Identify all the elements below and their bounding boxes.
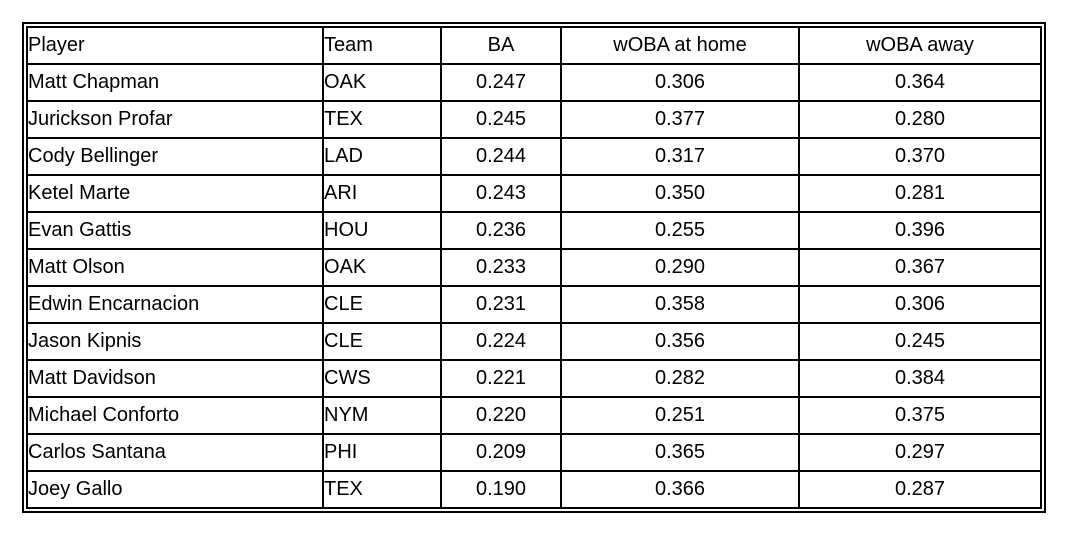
- column-header-woba-away: wOBA away: [800, 28, 1040, 65]
- cell-woba-home: 0.356: [562, 324, 800, 361]
- cell-team: OAK: [324, 65, 442, 102]
- cell-woba-away: 0.306: [800, 287, 1040, 324]
- table-row: Joey Gallo TEX 0.190 0.366 0.287: [28, 472, 1040, 507]
- cell-woba-home: 0.255: [562, 213, 800, 250]
- cell-player: Matt Chapman: [28, 65, 324, 102]
- cell-woba-away: 0.281: [800, 176, 1040, 213]
- cell-player: Edwin Encarnacion: [28, 287, 324, 324]
- cell-woba-home: 0.377: [562, 102, 800, 139]
- column-header-team: Team: [324, 28, 442, 65]
- cell-ba: 0.233: [442, 250, 562, 287]
- cell-team: PHI: [324, 435, 442, 472]
- cell-woba-away: 0.364: [800, 65, 1040, 102]
- cell-player: Jason Kipnis: [28, 324, 324, 361]
- cell-ba: 0.221: [442, 361, 562, 398]
- cell-woba-away: 0.280: [800, 102, 1040, 139]
- cell-ba: 0.209: [442, 435, 562, 472]
- cell-woba-home: 0.290: [562, 250, 800, 287]
- cell-player: Evan Gattis: [28, 213, 324, 250]
- cell-woba-away: 0.384: [800, 361, 1040, 398]
- column-header-player: Player: [28, 28, 324, 65]
- cell-team: LAD: [324, 139, 442, 176]
- table-body: Matt Chapman OAK 0.247 0.306 0.364 Jurickson …: [28, 65, 1040, 507]
- column-header-woba-home: wOBA at home: [562, 28, 800, 65]
- cell-woba-away: 0.297: [800, 435, 1040, 472]
- cell-team: CLE: [324, 324, 442, 361]
- table-row: Matt Chapman OAK 0.247 0.306 0.364: [28, 65, 1040, 102]
- stats-table: Player Team BA wOBA at home wOBA away Ma…: [22, 22, 1046, 513]
- cell-woba-away: 0.370: [800, 139, 1040, 176]
- cell-ba: 0.224: [442, 324, 562, 361]
- table-row: Jason Kipnis CLE 0.224 0.356 0.245: [28, 324, 1040, 361]
- table-row: Carlos Santana PHI 0.209 0.365 0.297: [28, 435, 1040, 472]
- cell-woba-away: 0.367: [800, 250, 1040, 287]
- cell-team: NYM: [324, 398, 442, 435]
- cell-ba: 0.190: [442, 472, 562, 507]
- cell-player: Matt Davidson: [28, 361, 324, 398]
- cell-team: TEX: [324, 102, 442, 139]
- table-row: Ketel Marte ARI 0.243 0.350 0.281: [28, 176, 1040, 213]
- cell-woba-home: 0.350: [562, 176, 800, 213]
- cell-woba-home: 0.365: [562, 435, 800, 472]
- table-row: Cody Bellinger LAD 0.244 0.317 0.370: [28, 139, 1040, 176]
- cell-player: Carlos Santana: [28, 435, 324, 472]
- column-header-ba: BA: [442, 28, 562, 65]
- table-row: Matt Olson OAK 0.233 0.290 0.367: [28, 250, 1040, 287]
- cell-woba-home: 0.282: [562, 361, 800, 398]
- cell-woba-home: 0.317: [562, 139, 800, 176]
- cell-woba-home: 0.366: [562, 472, 800, 507]
- cell-ba: 0.244: [442, 139, 562, 176]
- cell-team: CLE: [324, 287, 442, 324]
- header-row: Player Team BA wOBA at home wOBA away: [28, 28, 1040, 65]
- cell-team: TEX: [324, 472, 442, 507]
- cell-player: Michael Conforto: [28, 398, 324, 435]
- cell-ba: 0.245: [442, 102, 562, 139]
- table-row: Matt Davidson CWS 0.221 0.282 0.384: [28, 361, 1040, 398]
- cell-player: Matt Olson: [28, 250, 324, 287]
- cell-woba-home: 0.306: [562, 65, 800, 102]
- cell-woba-away: 0.375: [800, 398, 1040, 435]
- cell-team: ARI: [324, 176, 442, 213]
- cell-player: Joey Gallo: [28, 472, 324, 507]
- cell-woba-home: 0.358: [562, 287, 800, 324]
- table-row: Edwin Encarnacion CLE 0.231 0.358 0.306: [28, 287, 1040, 324]
- cell-ba: 0.236: [442, 213, 562, 250]
- cell-player: Jurickson Profar: [28, 102, 324, 139]
- cell-team: HOU: [324, 213, 442, 250]
- cell-player: Cody Bellinger: [28, 139, 324, 176]
- cell-woba-away: 0.245: [800, 324, 1040, 361]
- cell-team: CWS: [324, 361, 442, 398]
- cell-ba: 0.231: [442, 287, 562, 324]
- cell-woba-home: 0.251: [562, 398, 800, 435]
- table-row: Jurickson Profar TEX 0.245 0.377 0.280: [28, 102, 1040, 139]
- cell-woba-away: 0.287: [894, 478, 946, 500]
- cell-ba: 0.247: [442, 65, 562, 102]
- cell-player: Ketel Marte: [28, 176, 324, 213]
- cell-woba-away: 0.396: [800, 213, 1040, 250]
- cell-ba: 0.220: [442, 398, 562, 435]
- table-row: Evan Gattis HOU 0.236 0.255 0.396: [28, 213, 1040, 250]
- cell-ba: 0.243: [442, 176, 562, 213]
- table-row: Michael Conforto NYM 0.220 0.251 0.375: [28, 398, 1040, 435]
- cell-team: OAK: [324, 250, 442, 287]
